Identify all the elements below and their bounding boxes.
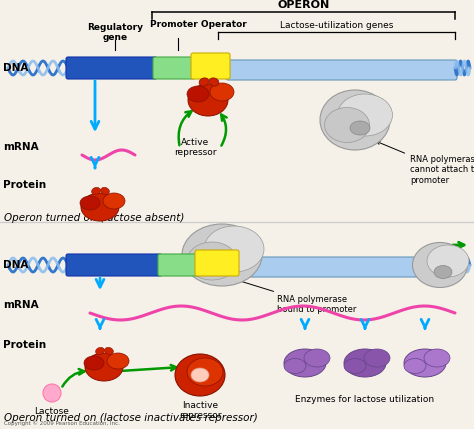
Ellipse shape <box>424 349 450 367</box>
Ellipse shape <box>96 347 104 355</box>
Ellipse shape <box>85 353 123 381</box>
Text: Regulatory
gene: Regulatory gene <box>87 23 143 42</box>
Ellipse shape <box>364 349 390 367</box>
Text: Copyright © 2009 Pearson Education, Inc.: Copyright © 2009 Pearson Education, Inc. <box>4 420 120 426</box>
Text: DNA: DNA <box>3 63 28 73</box>
FancyBboxPatch shape <box>66 57 157 79</box>
Ellipse shape <box>350 121 370 135</box>
Ellipse shape <box>187 358 223 386</box>
Ellipse shape <box>209 78 219 86</box>
Text: Inactive
repressor: Inactive repressor <box>179 401 221 420</box>
Ellipse shape <box>404 349 446 377</box>
Text: Protein: Protein <box>3 340 46 350</box>
Ellipse shape <box>325 108 370 142</box>
Ellipse shape <box>427 245 469 277</box>
Ellipse shape <box>216 257 238 273</box>
Text: DNA: DNA <box>3 260 28 270</box>
Ellipse shape <box>320 90 390 150</box>
Ellipse shape <box>107 353 129 369</box>
FancyBboxPatch shape <box>66 254 162 276</box>
Text: RNA polymerase
bound to promoter: RNA polymerase bound to promoter <box>231 278 356 314</box>
Text: Promoter Operator: Promoter Operator <box>150 20 246 29</box>
Ellipse shape <box>81 193 119 221</box>
Ellipse shape <box>199 78 209 86</box>
Ellipse shape <box>188 84 228 116</box>
Ellipse shape <box>175 354 225 396</box>
Ellipse shape <box>304 349 330 367</box>
Ellipse shape <box>187 242 237 280</box>
Ellipse shape <box>84 356 104 370</box>
Text: RNA polymerase
cannot attach to
promoter: RNA polymerase cannot attach to promoter <box>376 141 474 185</box>
FancyBboxPatch shape <box>191 53 230 79</box>
Ellipse shape <box>191 368 209 382</box>
Ellipse shape <box>284 349 326 377</box>
Ellipse shape <box>103 193 125 209</box>
Ellipse shape <box>404 359 426 374</box>
FancyBboxPatch shape <box>226 60 457 80</box>
Ellipse shape <box>182 224 262 286</box>
Ellipse shape <box>434 266 452 278</box>
Ellipse shape <box>344 349 386 377</box>
Circle shape <box>43 384 61 402</box>
Text: Operon turned on (lactose inactivates repressor): Operon turned on (lactose inactivates re… <box>4 413 258 423</box>
FancyBboxPatch shape <box>153 57 195 79</box>
Text: Operon turned off (lactose absent): Operon turned off (lactose absent) <box>4 213 184 223</box>
Text: mRNA: mRNA <box>3 142 38 152</box>
Text: Lactose: Lactose <box>35 407 69 416</box>
Ellipse shape <box>80 196 100 210</box>
FancyBboxPatch shape <box>195 250 239 276</box>
Ellipse shape <box>337 94 392 136</box>
Text: OPERON: OPERON <box>277 0 329 10</box>
FancyBboxPatch shape <box>158 254 199 276</box>
Text: Active
repressor: Active repressor <box>174 138 216 157</box>
Ellipse shape <box>284 359 306 374</box>
Text: Lactose-utilization genes: Lactose-utilization genes <box>280 21 393 30</box>
Ellipse shape <box>91 187 100 195</box>
Ellipse shape <box>187 86 209 102</box>
Ellipse shape <box>105 347 113 355</box>
FancyBboxPatch shape <box>235 257 437 277</box>
Text: mRNA: mRNA <box>3 300 38 310</box>
Ellipse shape <box>344 359 366 374</box>
Ellipse shape <box>100 187 109 195</box>
Text: Enzymes for lactose utilization: Enzymes for lactose utilization <box>295 395 435 404</box>
Ellipse shape <box>204 226 264 272</box>
Text: Protein: Protein <box>3 180 46 190</box>
Ellipse shape <box>412 242 467 287</box>
Ellipse shape <box>210 83 234 101</box>
